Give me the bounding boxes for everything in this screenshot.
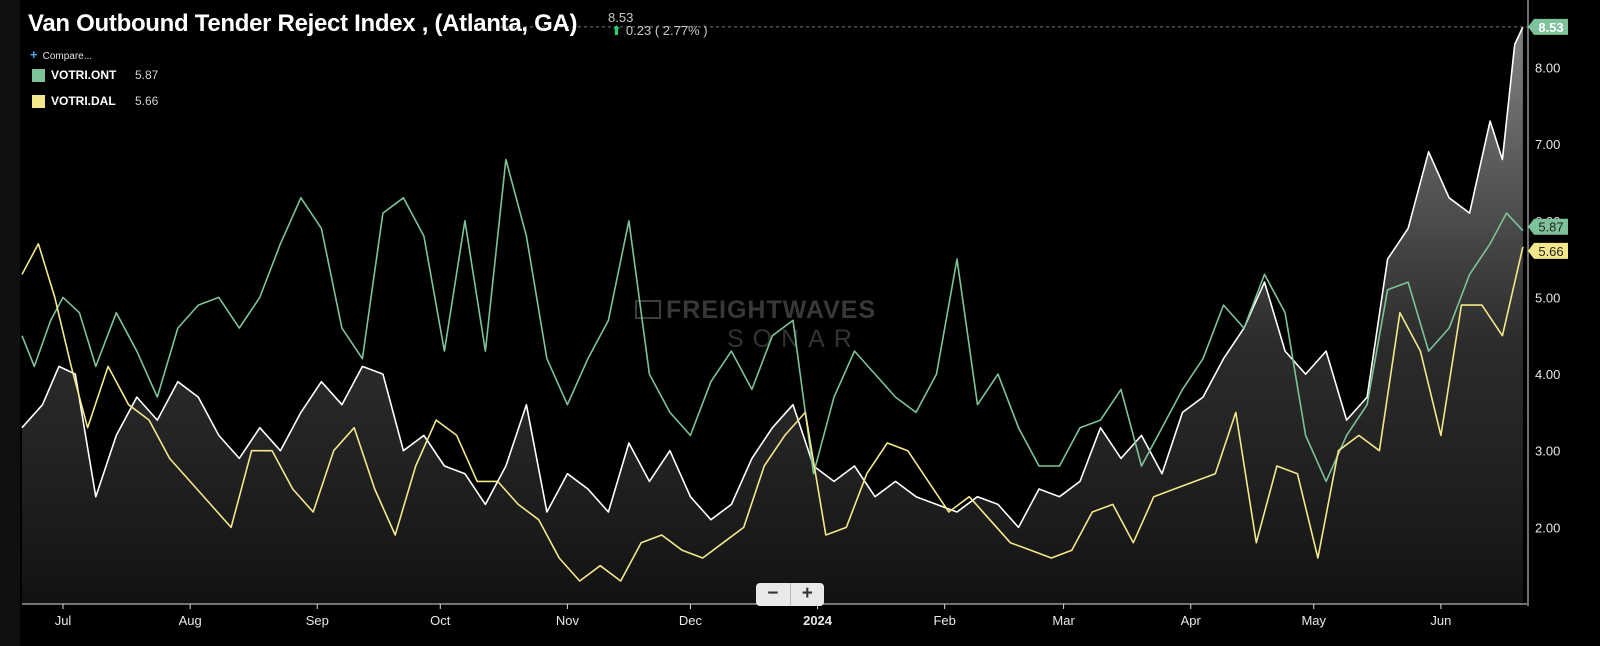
legend-label-dal: VOTRI.DAL [51, 94, 116, 108]
legend-value-ont: 5.87 [135, 68, 159, 82]
value-badge-bg [1528, 218, 1568, 235]
axes: Jul Aug Sep Oct Nov Dec 2024 Feb Mar Apr May Jun 2.0… [22, 0, 1560, 628]
watermark-logo-icon [635, 300, 661, 319]
chart-title: Van Outbound Tender Reject Index , (Atla… [28, 10, 578, 37]
last-value: 8.53 [608, 10, 634, 25]
y-tick-label: 5.00 [1535, 290, 1560, 305]
left-gutter [0, 0, 20, 646]
legend-item-ont[interactable]: VOTRI.ONT 5.87 [32, 68, 158, 82]
x-tick-label: May [1301, 613, 1326, 628]
series-line-ont [21, 158, 1524, 483]
compare-label: Compare... [42, 51, 93, 62]
value-badge-bg [1528, 18, 1568, 35]
y-tick-label: 7.00 [1535, 137, 1560, 152]
compare-button[interactable]: + Compare... [30, 47, 92, 62]
y-tick-label: 4.00 [1535, 367, 1560, 382]
x-tick-label: Feb [933, 613, 955, 628]
zoom-in-button[interactable]: + [789, 583, 825, 606]
x-tick-label: Jun [1430, 613, 1451, 628]
up-arrow-icon: ⬆ [611, 23, 622, 38]
zoom-control: − + [756, 583, 824, 606]
series-area-atl [22, 26, 1523, 604]
value-badge-dal: 5.66 [1528, 242, 1568, 259]
value-badge-label: 5.87 [1538, 220, 1563, 235]
x-tick-label: Dec [679, 613, 703, 628]
watermark-text-2: SONAR [727, 325, 861, 353]
legend-label-ont: VOTRI.ONT [51, 68, 117, 82]
watermark: FREIGHTWAVES SONAR [635, 296, 876, 353]
y-tick-label: 8.00 [1535, 60, 1560, 75]
value-badge-bg [1528, 242, 1568, 259]
legend-item-dal[interactable]: VOTRI.DAL 5.66 [32, 94, 158, 108]
x-tick-label: Mar [1052, 613, 1075, 628]
plus-icon: + [30, 47, 38, 62]
x-tick-label: Jul [55, 613, 72, 628]
x-tick-label: Nov [556, 613, 580, 628]
value-badge-label: 5.66 [1538, 244, 1563, 259]
legend-swatch-dal [32, 94, 45, 108]
x-tick-label: 2024 [803, 613, 833, 628]
zoom-out-button[interactable]: − [767, 583, 779, 604]
x-tick-label: Oct [430, 613, 451, 628]
x-tick-label: Aug [179, 613, 202, 628]
y-tick-label: 3.00 [1535, 444, 1560, 459]
series-line-dal [21, 243, 1524, 582]
x-tick-label: Sep [306, 613, 329, 628]
watermark-text-1: FREIGHTWAVES [666, 296, 876, 324]
x-tick-label: Apr [1181, 613, 1202, 628]
legend-value-dal: 5.66 [135, 94, 159, 108]
change-indicator: ⬆ 0.23 ( 2.77% ) [611, 23, 708, 39]
value-badge-ont: 5.87 [1528, 218, 1568, 235]
y-tick-label: 2.00 [1535, 520, 1560, 535]
change-text: 0.23 ( 2.77% ) [625, 23, 708, 38]
value-badge-atl: 8.53 [1528, 18, 1568, 35]
series-line-atl [21, 26, 1524, 529]
legend-swatch-ont [32, 68, 45, 82]
value-badge-label: 8.53 [1538, 20, 1563, 35]
